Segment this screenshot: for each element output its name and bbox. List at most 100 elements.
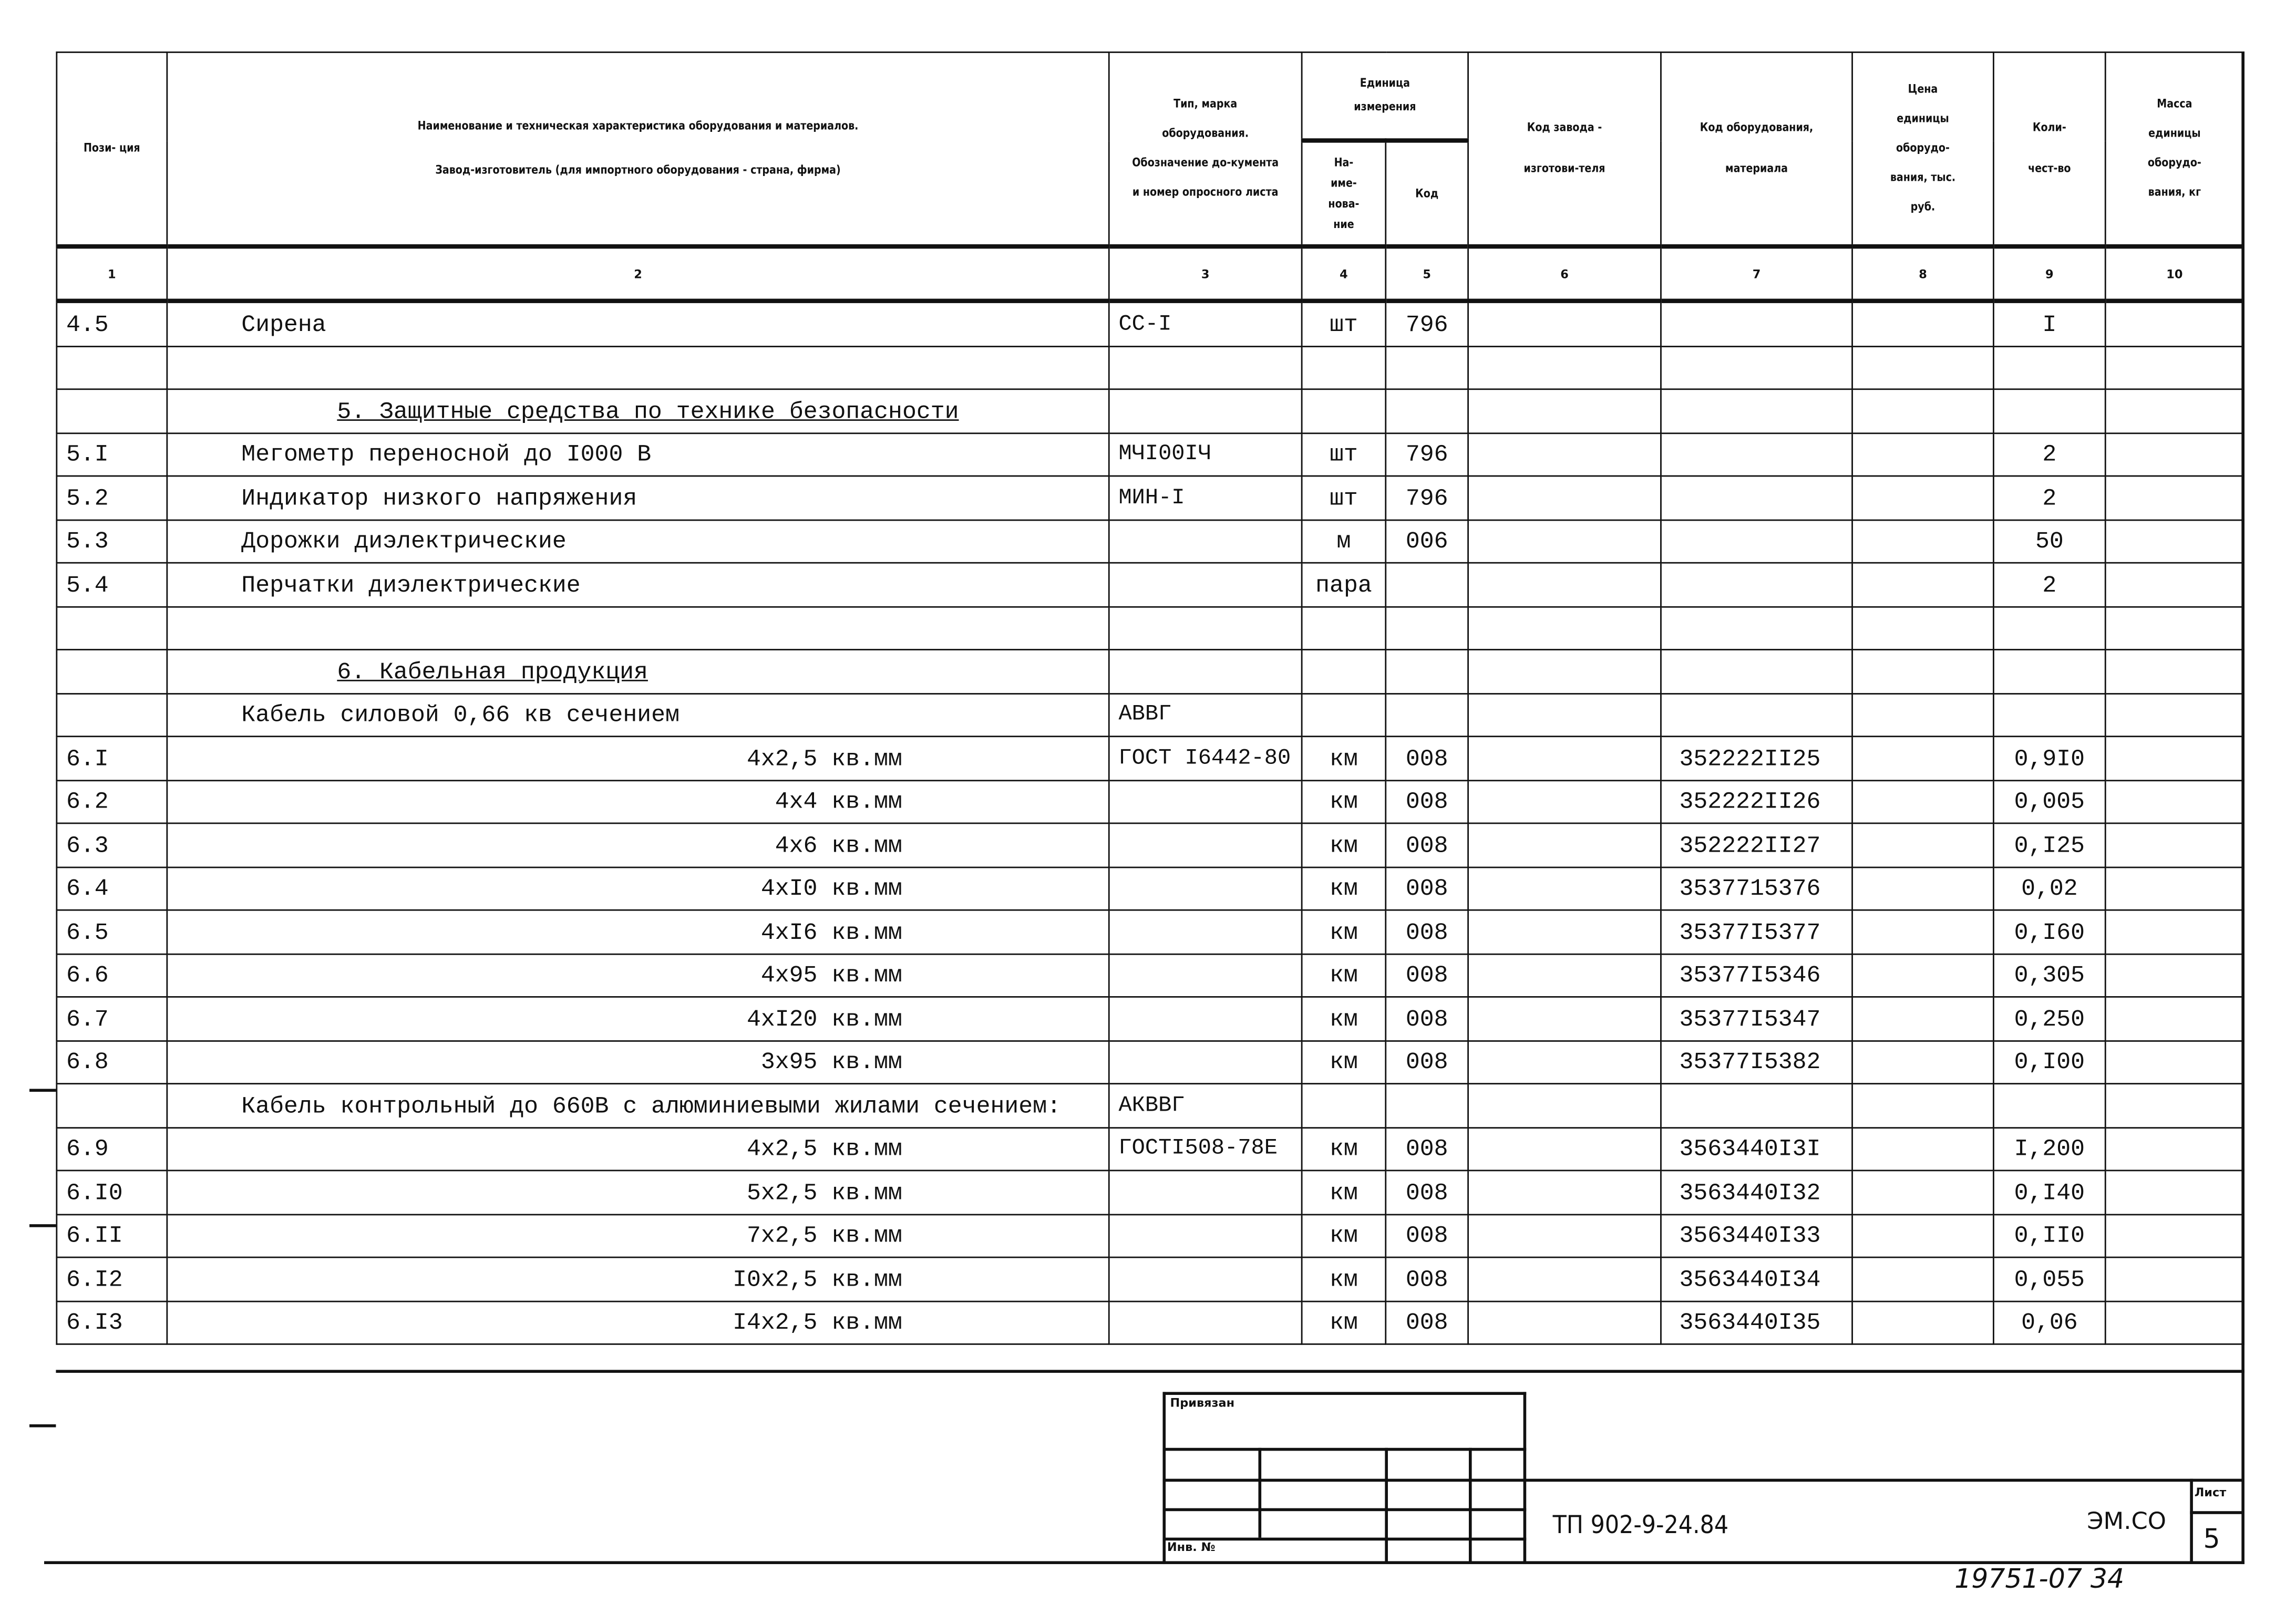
- cell-c10: [2104, 1300, 2244, 1345]
- cell-name: 4х6 кв.мм: [166, 822, 1110, 867]
- header-factory-code: Код завода - изготови-теля: [1467, 51, 1662, 249]
- cell-qty: [1993, 345, 2106, 390]
- cell-type: [1108, 345, 1303, 390]
- cell-unit: [1301, 649, 1387, 694]
- item-name: 7х2,5 кв.мм: [746, 1223, 902, 1249]
- cell-unit: км: [1301, 953, 1387, 998]
- table-row: 6.7 4хI20 кв.мм км 008 35377I5347 0,250: [56, 996, 2244, 1041]
- cell-code: [1385, 345, 1469, 390]
- cell-pos: 6.4: [56, 866, 168, 911]
- cell-mat: [1660, 300, 1853, 347]
- cell-pos: [56, 649, 168, 694]
- cell-c10: [2104, 431, 2244, 477]
- cell-c10: [2104, 1213, 2244, 1258]
- cell-unit: км: [1301, 1300, 1387, 1345]
- cell-unit: шт: [1301, 475, 1387, 520]
- cell-code: 008: [1385, 1256, 1469, 1302]
- table-row: 6.II 7х2,5 кв.мм км 008 3563440I33 0,II0: [56, 1213, 2244, 1258]
- table-row: Кабель контрольный до 660В с алюминиевым…: [56, 1083, 2244, 1128]
- specification-table: Пози- ция Наименование и техническая хар…: [56, 51, 2244, 1345]
- table-row: 5.4 Перчатки диэлектрические пара 2: [56, 562, 2244, 607]
- cell-c6: [1467, 1083, 1662, 1128]
- header-type: Тип, марка оборудования. Обозначение до-…: [1108, 51, 1303, 249]
- header-position: Пози- ция: [56, 51, 168, 249]
- cell-c8: [1851, 300, 1994, 347]
- cell-c10: [2104, 953, 2244, 998]
- cell-code: [1385, 605, 1469, 650]
- cell-pos: [56, 605, 168, 650]
- cell-c10: [2104, 736, 2244, 781]
- cell-mat: [1660, 562, 1853, 607]
- cell-mat: 3563440I34: [1660, 1256, 1853, 1302]
- item-name: 5х2,5 кв.мм: [746, 1179, 902, 1206]
- item-name: Сирена: [241, 311, 326, 338]
- cell-name: Индикатор низкого напряжения: [166, 475, 1110, 520]
- cell-mat: 352222II25: [1660, 736, 1853, 781]
- cell-c8: [1851, 909, 1994, 955]
- cell-qty: 0,I00: [1993, 1039, 2106, 1085]
- cell-qty: [1993, 605, 2106, 650]
- cell-mat: [1660, 388, 1853, 433]
- cell-unit: км: [1301, 1170, 1387, 1215]
- cell-type: ГОСТI508-78Е: [1108, 1126, 1303, 1172]
- cell-name: Кабель контрольный до 660В с алюминиевым…: [166, 1083, 1110, 1128]
- cell-pos: 6.I0: [56, 1170, 168, 1215]
- cell-code: [1385, 692, 1469, 738]
- cell-type: АКВВГ: [1108, 1083, 1303, 1128]
- cell-c6: [1467, 519, 1662, 564]
- cell-qty: [1993, 1083, 2106, 1128]
- cell-c10: [2104, 779, 2244, 824]
- cell-c6: [1467, 605, 1662, 650]
- cell-qty: 2: [1993, 431, 2106, 477]
- handwritten-note: 19751-07 34: [1954, 1564, 2125, 1595]
- cell-pos: 6.I2: [56, 1256, 168, 1302]
- cell-c10: [2104, 1170, 2244, 1215]
- cell-name: [166, 605, 1110, 650]
- cell-c8: [1851, 1213, 1994, 1258]
- cell-name: 3х95 кв.мм: [166, 1039, 1110, 1085]
- column-number: 6: [1467, 245, 1662, 303]
- item-name: I4х2,5 кв.мм: [733, 1309, 902, 1336]
- cell-c8: [1851, 519, 1994, 564]
- cell-name: 4х2,5 кв.мм: [166, 1126, 1110, 1172]
- cell-c6: [1467, 562, 1662, 607]
- cell-c8: [1851, 388, 1994, 433]
- cell-name: 5х2,5 кв.мм: [166, 1170, 1110, 1215]
- cell-type: [1108, 1256, 1303, 1302]
- cell-type: СС-I: [1108, 300, 1303, 347]
- cell-mat: 35377I5382: [1660, 1039, 1853, 1085]
- cell-name: 4хI20 кв.мм: [166, 996, 1110, 1041]
- cell-c8: [1851, 1126, 1994, 1172]
- cell-unit: км: [1301, 996, 1387, 1041]
- cell-qty: [1993, 692, 2106, 738]
- cell-pos: [56, 388, 168, 433]
- cell-qty: 0,055: [1993, 1256, 2106, 1302]
- header-unit: Единица измерения: [1301, 51, 1469, 143]
- table-row: 6.6 4х95 кв.мм км 008 35377I5346 0,305: [56, 953, 2244, 998]
- cell-type: [1108, 388, 1303, 433]
- cell-type: МИН-I: [1108, 475, 1303, 520]
- table-row: 5. Защитные средства по технике безопасн…: [56, 388, 2244, 433]
- cell-type: [1108, 562, 1303, 607]
- cell-name: 4хI0 кв.мм: [166, 866, 1110, 911]
- cell-unit: шт: [1301, 431, 1387, 477]
- cell-pos: 6.7: [56, 996, 168, 1041]
- cell-qty: 0,I25: [1993, 822, 2106, 867]
- table-row: 6. Кабельная продукция: [56, 649, 2244, 694]
- cell-c6: [1467, 822, 1662, 867]
- cell-c10: [2104, 562, 2244, 607]
- cell-c8: [1851, 475, 1994, 520]
- cell-c8: [1851, 345, 1994, 390]
- table-row: [56, 605, 2244, 650]
- table-row: 5.3 Дорожки диэлектрические м 006 50: [56, 519, 2244, 564]
- cell-pos: 6.5: [56, 909, 168, 955]
- cell-c8: [1851, 1300, 1994, 1345]
- cell-qty: [1993, 388, 2106, 433]
- item-name: I0х2,5 кв.мм: [733, 1266, 902, 1293]
- cell-c8: [1851, 953, 1994, 998]
- cell-unit: [1301, 1083, 1387, 1128]
- cell-c8: [1851, 649, 1994, 694]
- cell-type: [1108, 779, 1303, 824]
- cell-code: 008: [1385, 1126, 1469, 1172]
